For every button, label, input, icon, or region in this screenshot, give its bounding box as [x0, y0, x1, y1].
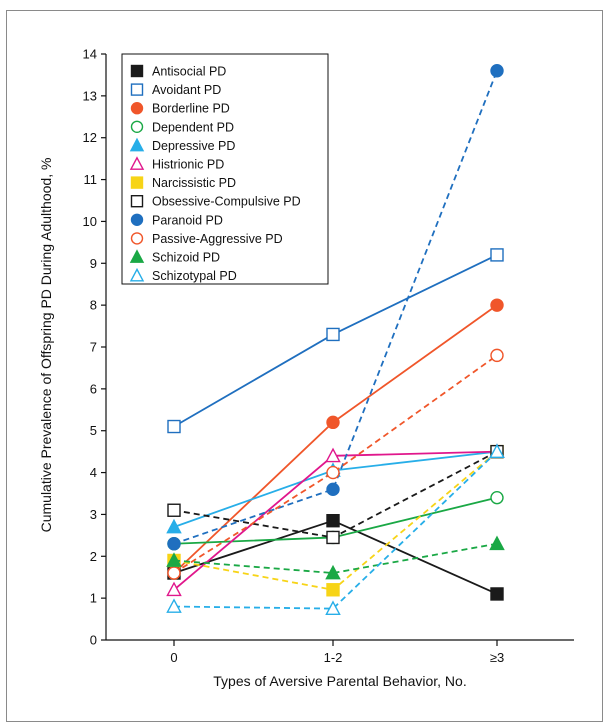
y-tick-label: 6 — [90, 381, 97, 396]
data-point-marker — [489, 443, 505, 459]
data-point-marker — [326, 415, 340, 430]
series-paranoid-pd — [167, 64, 504, 551]
legend-marker — [130, 120, 144, 134]
legend-marker — [130, 213, 144, 227]
legend-marker — [129, 137, 145, 152]
data-point-marker — [167, 537, 181, 551]
data-point-marker — [166, 518, 182, 534]
y-tick-label: 5 — [90, 423, 97, 438]
legend-label: Paranoid PD — [152, 213, 223, 227]
data-series — [166, 64, 505, 616]
y-tick-label: 2 — [90, 549, 97, 564]
data-point-marker — [490, 348, 504, 363]
x-axis-label: Types of Aversive Parental Behavior, No. — [213, 673, 466, 689]
x-tick-label: 0 — [170, 650, 177, 665]
data-point-marker — [490, 587, 504, 601]
series-passive-aggressive-pd — [167, 348, 504, 580]
data-point-marker — [325, 447, 341, 463]
data-point-marker — [167, 503, 181, 517]
legend-marker — [130, 83, 144, 96]
y-tick-label: 9 — [90, 256, 97, 271]
axes: Types of Aversive Parental Behavior, No.… — [38, 54, 574, 689]
x-tick-label: ≥3 — [490, 650, 504, 665]
legend-marker — [130, 101, 144, 115]
legend-label: Schizotypal PD — [152, 269, 237, 283]
data-point-marker — [167, 566, 181, 580]
series-line — [173, 542, 498, 574]
series-line — [173, 354, 498, 574]
y-tick-label: 11 — [84, 172, 98, 187]
y-tick-label: 4 — [90, 465, 97, 480]
data-point-marker — [490, 298, 504, 312]
data-point-marker — [166, 552, 182, 567]
y-tick-label: 3 — [90, 507, 97, 522]
legend-marker — [130, 194, 144, 208]
data-point-marker — [166, 598, 182, 613]
series-obsessive-compulsive-pd — [167, 444, 504, 545]
y-tick-label: 8 — [90, 298, 97, 313]
legend-marker — [129, 267, 145, 282]
y-tick-label: 7 — [90, 340, 97, 355]
y-tick-label: 0 — [90, 633, 97, 648]
x-tick-label: 1-2 — [324, 650, 343, 665]
legend-label: Schizoid PD — [152, 251, 220, 265]
data-point-marker — [326, 530, 340, 545]
legend-label: Narcissistic PD — [152, 176, 236, 190]
legend-label: Passive-Aggressive PD — [152, 232, 283, 246]
data-point-marker — [326, 327, 340, 342]
data-point-marker — [325, 564, 341, 580]
data-point-marker — [490, 490, 504, 505]
data-point-marker — [489, 535, 505, 551]
legend-label: Depressive PD — [152, 139, 235, 153]
y-axis-label: Cumulative Prevalence of Offspring PD Du… — [38, 158, 54, 533]
legend: Antisocial PD Avoidant PD Borderline PD Dep… — [121, 53, 329, 285]
y-tick-label: 10 — [83, 214, 97, 229]
series-schizotypal-pd — [166, 443, 505, 616]
legend-label: Avoidant PD — [152, 83, 221, 97]
legend-marker — [130, 176, 144, 189]
data-point-marker — [166, 581, 182, 597]
legend-marker — [130, 64, 144, 78]
data-point-marker — [326, 583, 340, 597]
series-avoidant-pd — [167, 248, 504, 434]
data-point-marker — [325, 600, 341, 616]
series-line — [173, 450, 498, 610]
data-point-marker — [490, 64, 504, 78]
y-tick-label: 12 — [83, 130, 97, 145]
y-tick-label: 14 — [83, 47, 97, 62]
legend-label: Obsessive-Compulsive PD — [152, 195, 301, 209]
data-point-marker — [326, 514, 340, 528]
y-tick-label: 1 — [90, 591, 97, 606]
legend-marker — [129, 249, 145, 263]
legend-marker — [130, 232, 144, 245]
legend-label: Dependent PD — [152, 120, 234, 134]
legend-label: Borderline PD — [152, 102, 230, 116]
legend-box — [121, 53, 329, 285]
data-point-marker — [490, 248, 504, 262]
legend-label: Histrionic PD — [152, 158, 224, 172]
data-point-marker — [326, 465, 340, 480]
legend-marker — [129, 156, 145, 170]
legend-label: Antisocial PD — [152, 65, 226, 79]
data-point-marker — [326, 482, 340, 497]
series-schizoid-pd — [166, 535, 505, 580]
data-point-marker — [167, 419, 181, 434]
y-tick-label: 13 — [83, 88, 97, 103]
